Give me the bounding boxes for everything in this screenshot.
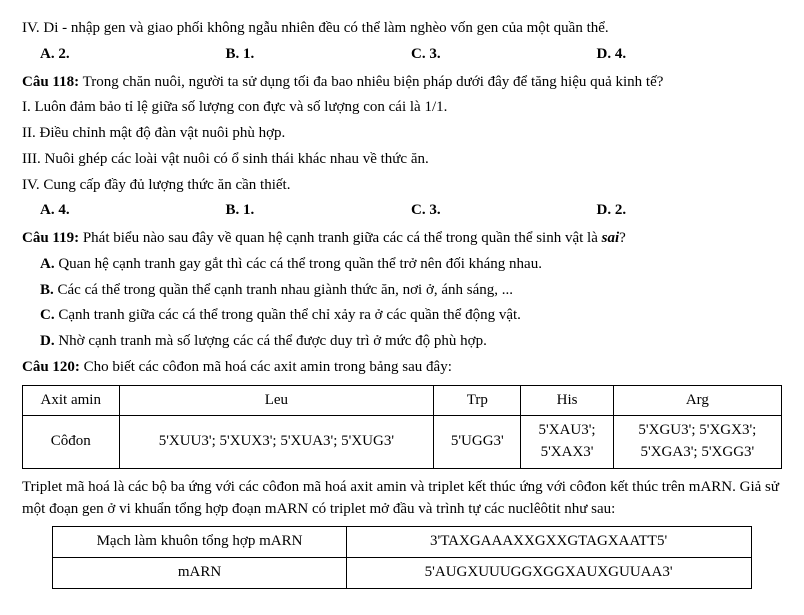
q120-text: Cho biết các côđon mã hoá các axit amin … (80, 359, 452, 375)
cell-marn-label: mARN (53, 558, 346, 589)
cell-codon: Côđon (23, 416, 120, 469)
cell-template-seq: 3'TAXGAAAXXGXXGTAGXAATT5' (346, 527, 751, 558)
sequence-table: Mạch làm khuôn tổng hợp mARN 3'TAXGAAAXX… (52, 526, 751, 589)
options-118: A. 4. B. 1. C. 3. D. 2. (22, 200, 782, 222)
q118-iii: III. Nuôi ghép các loài vật nuôi có ổ si… (22, 149, 782, 171)
q119-a: A. A. Quan hệ cạnh tranh gay gắt thì các… (22, 254, 782, 276)
opt-c: C. 3. (411, 46, 441, 62)
triplet-text: Triplet mã hoá là các bộ ba ứng với các … (22, 477, 782, 521)
question-120: Câu 120: Cho biết các côđon mã hoá các a… (22, 357, 782, 379)
cell-leu: 5'XUU3'; 5'XUX3'; 5'XUA3'; 5'XUG3' (119, 416, 434, 469)
opt-b: B. 1. (226, 202, 255, 218)
opt-a: A. 4. (40, 202, 70, 218)
statement-iv: IV. Di - nhập gen và giao phối không ngẫ… (22, 18, 782, 40)
q119-d: D. Nhờ cạnh tranh mà số lượng các cá thể… (22, 331, 782, 353)
opt-a: A. 2. (40, 46, 70, 62)
q119-sai: sai (602, 230, 620, 246)
th-trp: Trp (434, 385, 521, 416)
q118-text: Trong chăn nuôi, người ta sử dụng tối đa… (79, 74, 663, 90)
cell-template-label: Mạch làm khuôn tổng hợp mARN (53, 527, 346, 558)
question-118: Câu 118: Trong chăn nuôi, người ta sử dụ… (22, 72, 782, 94)
cell-arg: 5'XGU3'; 5'XGX3'; 5'XGA3'; 5'XGG3' (613, 416, 781, 469)
q120-label: Câu 120: (22, 359, 80, 375)
cell-trp: 5'UGG3' (434, 416, 521, 469)
q119-c: C. Cạnh tranh giữa các cá thể trong quần… (22, 305, 782, 327)
th-leu: Leu (119, 385, 434, 416)
codon-table: Axit amin Leu Trp His Arg Côđon 5'XUU3';… (22, 385, 782, 469)
cell-his: 5'XAU3'; 5'XAX3' (521, 416, 613, 469)
th-his: His (521, 385, 613, 416)
q118-i: I. Luôn đảm bảo tỉ lệ giữa số lượng con … (22, 97, 782, 119)
q118-ii: II. Điều chỉnh mật độ đàn vật nuôi phù h… (22, 123, 782, 145)
options-117: A. 2. B. 1. C. 3. D. 4. (22, 44, 782, 66)
q119-qmark: ? (619, 230, 626, 246)
cell-marn-seq: 5'AUGXUUUGGXGGXAUXGUUAA3' (346, 558, 751, 589)
q119-text: Phát biểu nào sau đây về quan hệ cạnh tr… (79, 230, 602, 246)
q119-b: B. Các cá thể trong quần thể cạnh tranh … (22, 280, 782, 302)
q118-iv: IV. Cung cấp đầy đủ lượng thức ăn cần th… (22, 175, 782, 197)
opt-b: B. 1. (226, 46, 255, 62)
opt-d: D. 2. (597, 202, 627, 218)
q119-label: Câu 119: (22, 230, 79, 246)
th-axit: Axit amin (23, 385, 120, 416)
opt-d: D. 4. (597, 46, 627, 62)
th-arg: Arg (613, 385, 781, 416)
opt-c: C. 3. (411, 202, 441, 218)
question-119: Câu 119: Phát biểu nào sau đây về quan h… (22, 228, 782, 250)
q118-label: Câu 118: (22, 74, 79, 90)
